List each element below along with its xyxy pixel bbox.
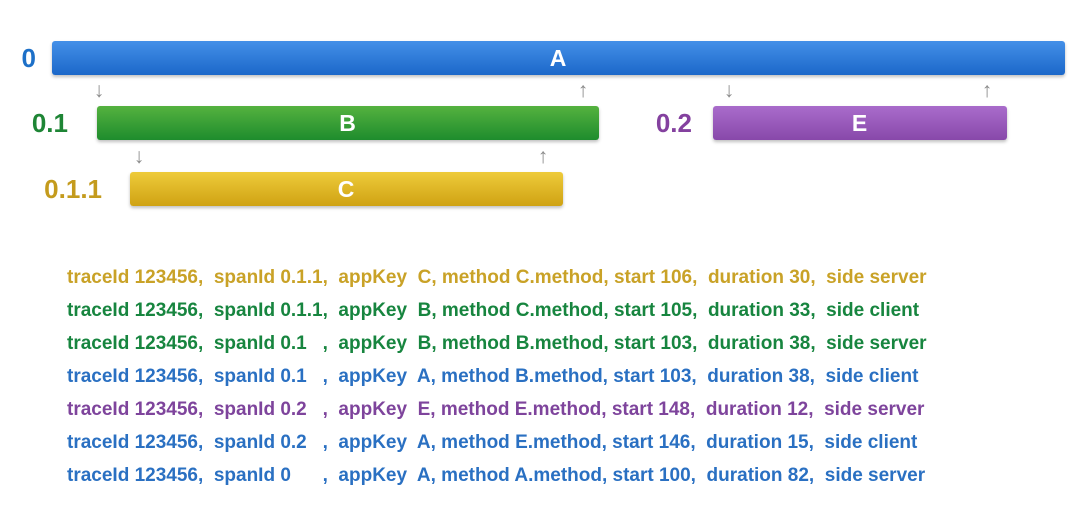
span-bar-c-label: C [337,176,356,202]
trace-log-line: traceId 123456, spanId 0.1.1, appKey B, … [67,300,920,321]
trace-log-line: traceId 123456, spanId 0.1 , appKey A, m… [67,366,919,387]
trace-log: traceId 123456, spanId 0.1.1, appKey C, … [67,261,927,492]
arrow-down-icon: ↓ [723,79,735,102]
span-bar-b: B [97,106,599,140]
span-bar-c: C [130,172,563,206]
span-bar-e: E [713,106,1007,140]
arrow-down-icon: ↓ [133,145,145,168]
arrow-up-icon: ↑ [537,145,549,168]
arrow-up-icon: ↑ [577,79,589,102]
span-bar-b-label: B [339,110,357,136]
span-bar-a-label: A [549,45,568,71]
trace-log-line: traceId 123456, spanId 0 , appKey A, met… [67,465,926,486]
span-bar-a: A [52,41,1065,75]
trace-log-line: traceId 123456, spanId 0.1.1, appKey C, … [67,267,927,288]
span-id-label-0-2: 0.2 [655,108,692,138]
trace-log-line: traceId 123456, spanId 0.2 , appKey A, m… [67,432,918,453]
arrow-down-icon: ↓ [93,79,105,102]
trace-log-line: traceId 123456, spanId 0.1 , appKey B, m… [67,333,927,354]
span-id-label-0: 0 [21,43,36,73]
span-bar-e-label: E [851,110,869,136]
span-id-label-0-1-1: 0.1.1 [44,174,102,204]
trace-log-line: traceId 123456, spanId 0.2 , appKey E, m… [67,399,925,420]
arrow-up-icon: ↑ [981,79,993,102]
span-id-label-0-1: 0.1 [31,108,68,138]
